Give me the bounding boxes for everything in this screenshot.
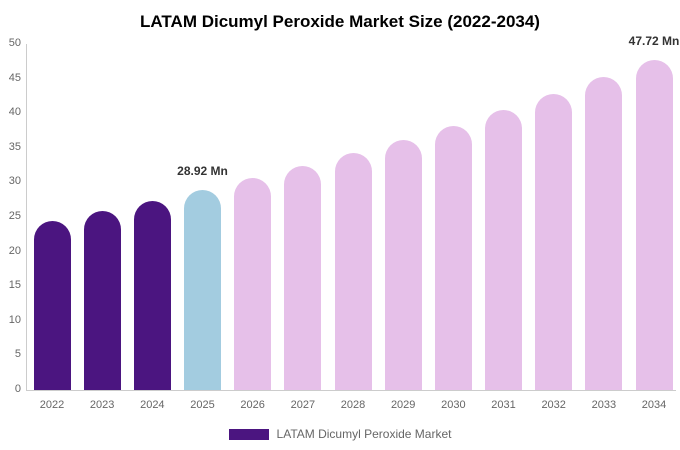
bar-2034 — [635, 59, 673, 390]
y-axis-line — [26, 44, 27, 391]
chart-title: LATAM Dicumyl Peroxide Market Size (2022… — [140, 12, 540, 31]
bar-2030 — [434, 125, 472, 390]
y-tick-label: 50 — [8, 37, 21, 49]
x-tick-label-2029: 2029 — [390, 399, 416, 411]
x-tick-label-2022: 2022 — [39, 399, 65, 411]
x-tick-label-2028: 2028 — [340, 399, 366, 411]
y-tick-label: 45 — [8, 71, 21, 84]
y-tick-label: 15 — [8, 279, 21, 292]
bar-2022 — [33, 220, 71, 390]
legend: LATAM Dicumyl Peroxide Market — [0, 427, 680, 441]
bar-2028 — [334, 153, 372, 390]
x-tick-label-2030: 2030 — [441, 399, 466, 411]
bar-2033 — [585, 77, 623, 390]
x-tick-label-2027: 2027 — [290, 399, 316, 411]
y-tick-label: 20 — [8, 244, 21, 257]
x-tick-label-2025: 2025 — [190, 399, 215, 411]
bar-2032 — [535, 94, 573, 390]
data-label-2025: 28.92 Mn — [177, 163, 228, 178]
y-tick-label: 35 — [8, 140, 21, 153]
legend-swatch — [228, 428, 269, 440]
bar-2031 — [485, 110, 523, 390]
bar-2027 — [284, 166, 322, 390]
y-tick-label: 0 — [14, 383, 21, 395]
x-tick-label-2032: 2032 — [541, 399, 566, 411]
x-tick-label-2033: 2033 — [591, 399, 617, 411]
x-tick-label-2034: 2034 — [641, 399, 667, 411]
y-tick-label: 5 — [14, 348, 21, 361]
legend-label: LATAM Dicumyl Peroxide Market — [276, 427, 452, 441]
x-tick-label-2024: 2024 — [140, 399, 165, 411]
x-tick-label-2031: 2031 — [491, 399, 516, 411]
bar-2023 — [83, 210, 121, 390]
bar-2026 — [234, 178, 272, 390]
bar-2029 — [384, 139, 422, 390]
y-tick-label: 30 — [8, 175, 21, 188]
data-label-2034: 47.72 Mn — [628, 33, 680, 48]
x-axis-line — [26, 390, 676, 391]
x-tick-label-2023: 2023 — [89, 399, 115, 411]
y-tick-label: 25 — [8, 210, 21, 222]
y-tick-label: 40 — [8, 106, 21, 119]
x-tick-label-2026: 2026 — [240, 399, 265, 411]
bar-2025 — [184, 189, 221, 390]
y-tick-label: 10 — [8, 313, 21, 326]
bar-2024 — [133, 200, 171, 390]
